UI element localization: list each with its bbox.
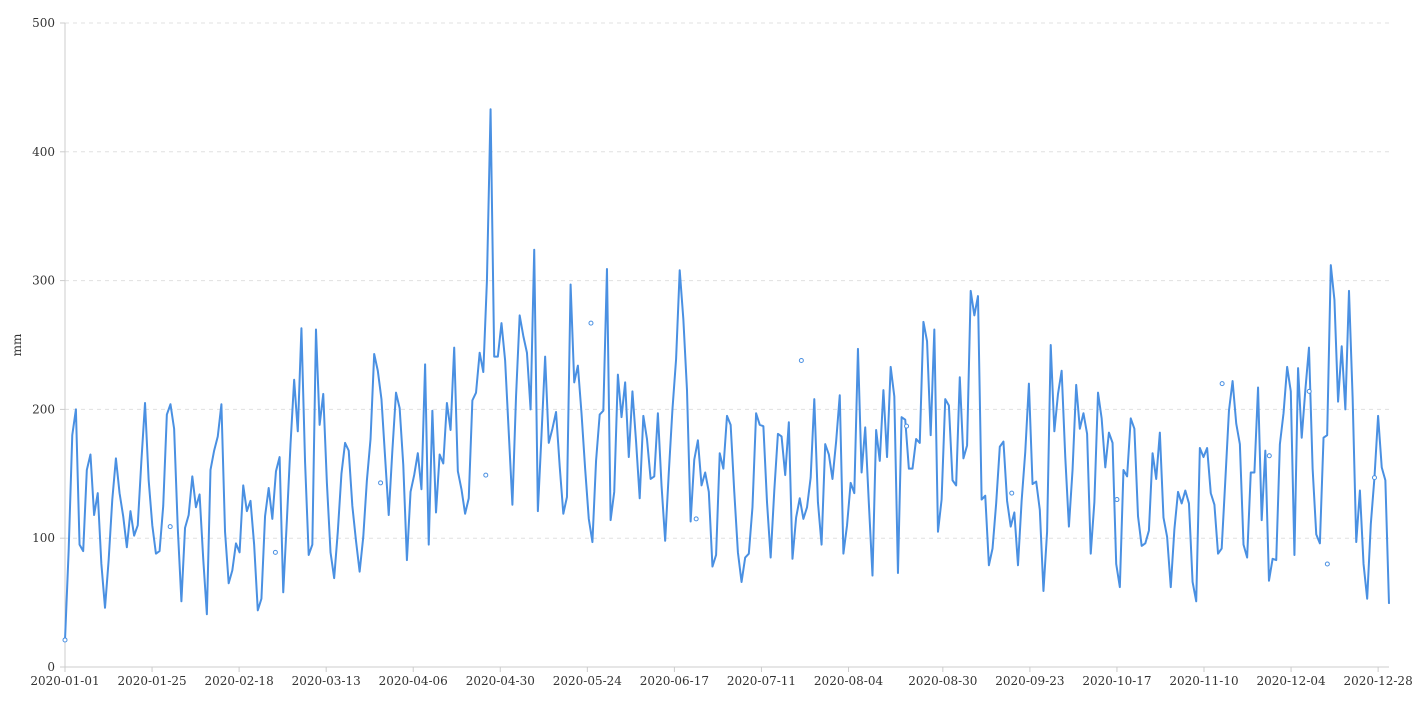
data-point-marker-15 [1371, 475, 1377, 481]
data-point-marker-5 [588, 320, 594, 326]
x-tick-label-2020-12-04: 2020-12-04 [1256, 674, 1326, 688]
data-point-marker-3 [378, 480, 384, 486]
data-point-marker-6 [693, 516, 699, 522]
grid-lines [60, 22, 1389, 668]
y-tick-label-300: 300 [32, 274, 55, 288]
x-tick-label-2020-08-04: 2020-08-04 [814, 674, 884, 688]
data-point-marker-1 [167, 524, 173, 530]
y-tick-label-200: 200 [32, 402, 55, 416]
data-point-marker-2 [272, 549, 278, 555]
x-tick-label-2020-03-13: 2020-03-13 [292, 674, 361, 688]
x-tick-label-2020-01-25: 2020-01-25 [117, 674, 186, 688]
x-tick-label-2020-01-01: 2020-01-01 [30, 674, 99, 688]
data-point-marker-11 [1219, 381, 1225, 387]
data-point-marker-8 [904, 423, 910, 429]
x-tick-label-2020-07-11: 2020-07-11 [727, 674, 796, 688]
x-tick-label-2020-04-06: 2020-04-06 [379, 674, 448, 688]
data-point-marker-9 [1009, 490, 1015, 496]
x-tick-label-2020-12-28: 2020-12-28 [1344, 674, 1413, 688]
data-point-marker-4 [483, 472, 489, 478]
y-tick-labels: 0 100 200 300 400 500 [32, 16, 55, 674]
x-tick-label-2020-05-24: 2020-05-24 [553, 674, 623, 688]
y-axis-label: mm [10, 333, 24, 356]
y-tick-label-0: 0 [47, 660, 55, 674]
data-point-marker-12 [1324, 561, 1330, 567]
x-tick-labels: 2020-01-01 2020-01-25 2020-02-18 2020-03-13… [30, 667, 1413, 688]
data-point-markers [62, 320, 1377, 643]
y-tick-label-100: 100 [32, 531, 55, 545]
x-tick-label-2020-09-23: 2020-09-23 [995, 674, 1064, 688]
data-point-marker-10 [1114, 497, 1120, 503]
data-point-marker-0 [62, 637, 68, 643]
axes [64, 23, 1389, 668]
x-tick-label-2020-11-10: 2020-11-10 [1169, 674, 1238, 688]
x-tick-label-2020-10-17: 2020-10-17 [1082, 674, 1151, 688]
y-tick-label-500: 500 [32, 16, 55, 30]
x-tick-label-2020-06-17: 2020-06-17 [640, 674, 709, 688]
data-point-marker-14 [1306, 388, 1312, 394]
x-tick-label-2020-08-30: 2020-08-30 [908, 674, 977, 688]
x-tick-label-2020-02-18: 2020-02-18 [205, 674, 274, 688]
data-point-marker-7 [798, 357, 804, 363]
y-tick-label-400: 400 [32, 145, 55, 159]
data-point-marker-13 [1266, 453, 1272, 459]
series-line [64, 108, 1390, 640]
x-tick-label-2020-04-30: 2020-04-30 [466, 674, 535, 688]
